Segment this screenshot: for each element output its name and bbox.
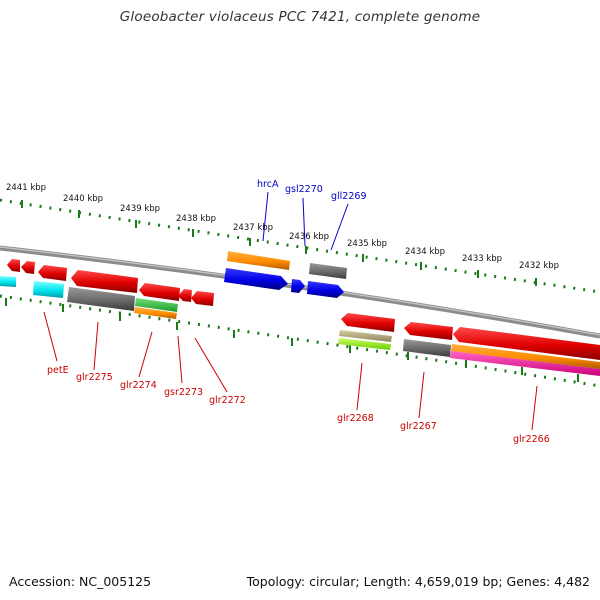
label-glr2272[interactable]: glr2272 [209,395,246,406]
scale-label-2432: 2432 kbp [519,261,559,271]
gene-red-left-3[interactable] [38,265,67,281]
label-hrcA[interactable]: hrcA [257,179,279,190]
label-glr2267[interactable]: glr2267 [400,421,437,432]
gene-red-left-2[interactable] [21,261,35,274]
scale-label-2440: 2440 kbp [63,194,103,204]
outer-major-ticks [21,200,537,286]
label-glr2274[interactable]: glr2274 [120,380,157,391]
label-glr2275[interactable]: glr2275 [76,372,113,383]
label-gsl2270[interactable]: gsl2270 [285,184,323,195]
label-glr2268[interactable]: glr2268 [337,413,374,424]
forward-gene-labels: hrcA gsl2270 gll2269 [257,179,367,202]
gene-red-glr2267[interactable] [404,322,453,340]
gene-orange-glr2274[interactable] [134,307,177,319]
label-glr2266[interactable]: glr2266 [513,434,550,445]
gene-gray-gll2269-top[interactable] [309,263,347,279]
scale-label-2438: 2438 kbp [176,214,216,224]
gene-green-glr2274[interactable] [135,298,178,312]
gene-blue-gsl2270[interactable] [291,279,305,293]
gene-red-glr2268[interactable] [341,313,395,332]
gene-red-gsr2273[interactable] [178,289,192,302]
scale-labels: 2441 kbp 2440 kbp 2439 kbp 2438 kbp 2437… [6,183,559,271]
gene-cyan-left-edge[interactable] [0,276,16,287]
gene-red-glr2274[interactable] [139,283,180,301]
inner-scale-arc [0,294,600,388]
scale-label-2441: 2441 kbp [6,183,46,193]
reverse-gene-labels: petE glr2275 glr2274 gsr2273 glr2272 glr… [47,365,550,445]
scale-label-2437: 2437 kbp [233,223,273,233]
gene-red-glr2266[interactable] [453,327,600,360]
gene-orange-glr2266[interactable] [451,344,600,369]
scale-label-2434: 2434 kbp [405,247,445,257]
map-title: Gloeobacter violaceus PCC 7421, complete… [119,9,481,25]
inner-major-ticks [5,298,579,382]
gene-pink-glr2266[interactable] [450,351,600,376]
gene-gray-glr2267[interactable] [403,339,451,357]
reverse-leader-lines [43,311,538,431]
gene-red-glr2272[interactable] [191,291,214,306]
gene-red-petE-region[interactable] [71,270,138,293]
label-petE[interactable]: petE [47,365,69,376]
scale-label-2435: 2435 kbp [347,239,387,249]
label-gsr2273[interactable]: gsr2273 [164,387,203,398]
accession-text: Accession: NC_005125 [9,574,152,589]
gene-tan-glr2268[interactable] [339,330,392,342]
gene-blue-gll2269[interactable] [307,281,344,298]
scale-label-2439: 2439 kbp [120,204,160,214]
scale-label-2436: 2436 kbp [289,232,329,242]
scale-label-2433: 2433 kbp [462,254,502,264]
gene-blue-hrcA[interactable] [224,268,288,290]
gene-gray-glr2275[interactable] [67,287,135,311]
gene-lime-glr2268[interactable] [338,338,391,350]
gene-cyan-petE[interactable] [33,281,64,298]
gene-red-left-1[interactable] [7,259,20,272]
topology-text: Topology: circular; Length: 4,659,019 bp… [246,574,590,589]
label-gll2269[interactable]: gll2269 [331,191,367,202]
forward-leader-lines [262,191,349,251]
gene-orange-hrcA[interactable] [227,251,290,270]
